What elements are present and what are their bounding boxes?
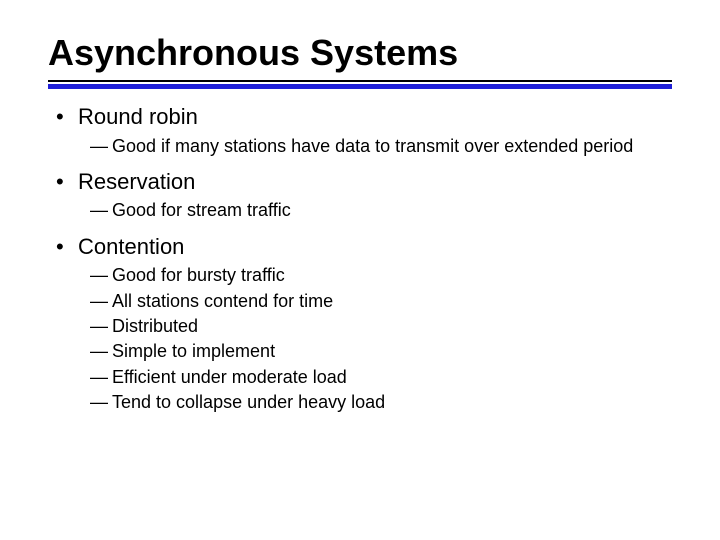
bullet-list: • Round robin — Good if many stations ha… [48,103,672,415]
list-item: • Reservation — Good for stream traffic [56,168,672,223]
sub-label: Good if many stations have data to trans… [112,135,633,158]
title-underline-thick [48,84,672,89]
sub-label: Tend to collapse under heavy load [112,391,385,414]
slide: Asynchronous Systems • Round robin — Goo… [0,0,720,540]
sub-label: Distributed [112,315,198,338]
dash-icon: — [90,391,112,414]
sub-list: — Good for stream traffic [56,199,672,222]
bullet-label: Reservation [78,168,195,196]
sub-list: — Good if many stations have data to tra… [56,135,672,158]
slide-title: Asynchronous Systems [48,32,672,78]
sub-label: Good for stream traffic [112,199,291,222]
dash-icon: — [90,290,112,313]
dash-icon: — [90,135,112,158]
sub-label: Efficient under moderate load [112,366,347,389]
dash-icon: — [90,340,112,363]
bullet-icon: • [56,171,78,193]
dash-icon: — [90,264,112,287]
sub-item: — Tend to collapse under heavy load [90,391,672,414]
dash-icon: — [90,199,112,222]
sub-item: — Simple to implement [90,340,672,363]
dash-icon: — [90,315,112,338]
list-item: • Round robin — Good if many stations ha… [56,103,672,158]
dash-icon: — [90,366,112,389]
sub-item: — Good for stream traffic [90,199,672,222]
list-item: • Contention — Good for bursty traffic —… [56,233,672,415]
bullet-icon: • [56,236,78,258]
sub-label: Good for bursty traffic [112,264,285,287]
sub-item: — Good if many stations have data to tra… [90,135,672,158]
sub-item: — Good for bursty traffic [90,264,672,287]
sub-label: Simple to implement [112,340,275,363]
sub-item: — Efficient under moderate load [90,366,672,389]
title-underline-thin [48,80,672,82]
sub-item: — All stations contend for time [90,290,672,313]
title-underline [48,80,672,89]
sub-item: — Distributed [90,315,672,338]
bullet-label: Contention [78,233,184,261]
sub-list: — Good for bursty traffic — All stations… [56,264,672,414]
bullet-icon: • [56,106,78,128]
sub-label: All stations contend for time [112,290,333,313]
bullet-label: Round robin [78,103,198,131]
